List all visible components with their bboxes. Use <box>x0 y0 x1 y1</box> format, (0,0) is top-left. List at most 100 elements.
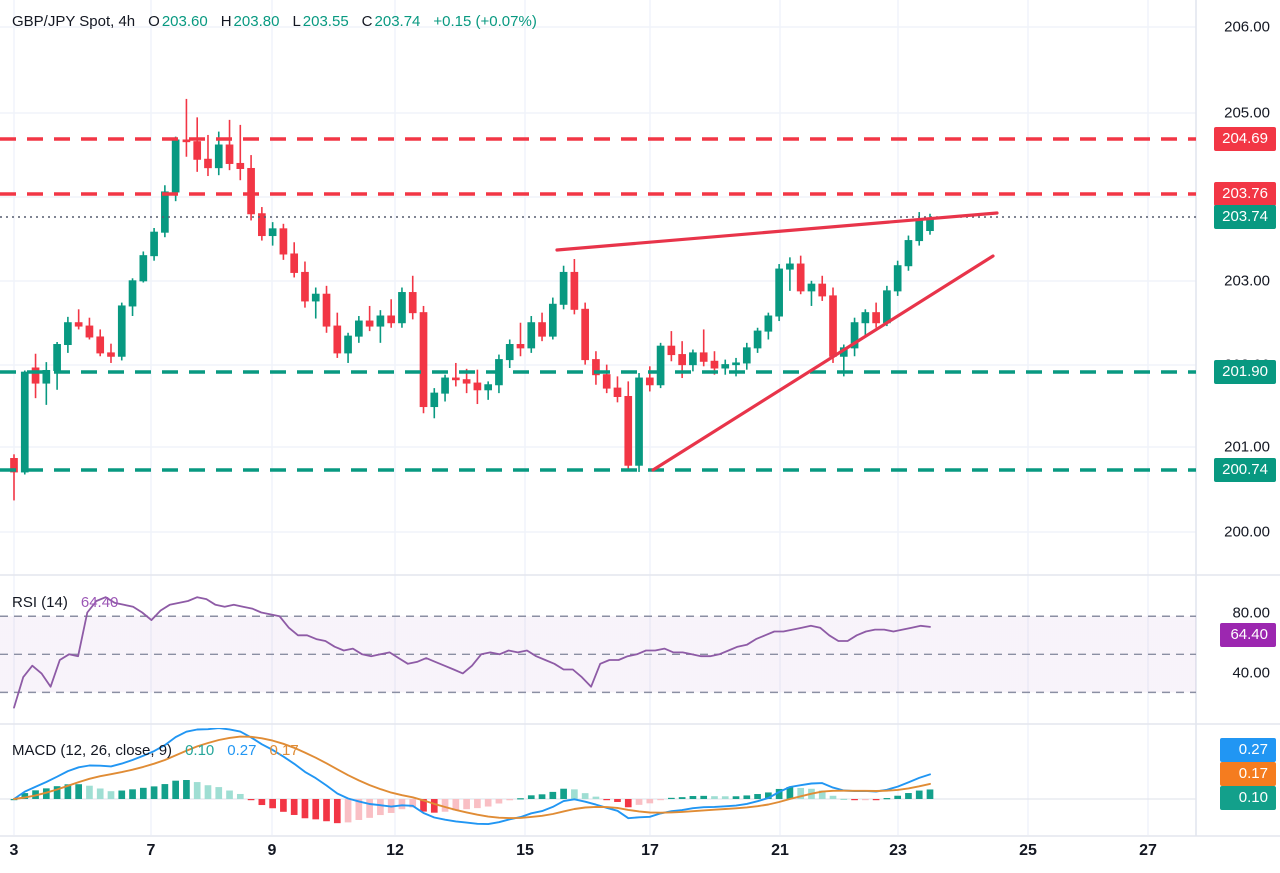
candle-body <box>74 322 83 327</box>
rsi-axis-tick: 40.00 <box>1232 664 1270 682</box>
macd-hist-bar <box>743 795 751 799</box>
lower-wedge-support[interactable] <box>651 254 995 472</box>
macd-hist-bar <box>775 788 783 799</box>
candle-body <box>624 395 633 466</box>
macd-hist-bar <box>96 788 104 799</box>
candle-body <box>85 325 94 338</box>
candle-body <box>290 253 299 273</box>
candle-body <box>322 293 331 327</box>
macd-hist-bar <box>172 780 179 799</box>
candle-body <box>419 312 428 408</box>
price-axis-badge[interactable]: 200.74 <box>1214 458 1276 482</box>
price-axis-badge[interactable]: 203.74 <box>1214 205 1276 229</box>
time-axis-tick: 15 <box>516 842 534 859</box>
candle-body <box>107 352 115 357</box>
candle-body <box>807 283 816 292</box>
macd-hist-bar <box>635 799 643 805</box>
candle-body <box>268 228 277 237</box>
macd-hist-bar <box>549 791 557 799</box>
macd-hist-bar <box>818 790 826 799</box>
macd-hist-bar <box>21 793 29 799</box>
candle-body <box>150 231 158 257</box>
macd-hist-bar <box>86 785 93 799</box>
candle-body <box>10 458 18 473</box>
price-level-lines[interactable] <box>0 137 1196 472</box>
macd-hist-bar <box>161 784 169 799</box>
candle-body <box>408 292 417 314</box>
macd-hist-bar <box>732 796 740 799</box>
candle-body <box>484 384 493 391</box>
time-axis-tick: 25 <box>1019 842 1037 859</box>
candle-body <box>538 322 546 337</box>
macd-hist-bar <box>258 799 266 806</box>
candlestick-series <box>10 98 934 501</box>
price-axis-badge[interactable]: 204.69 <box>1214 127 1276 151</box>
time-axis[interactable]: 3 7 9 12 15 17 21 23 25 27 <box>0 835 1280 873</box>
macd-hist-bar <box>183 780 190 799</box>
rsi-axis-tick: 80.00 <box>1232 604 1270 622</box>
macd-hist-bar <box>603 799 611 801</box>
candle-body <box>829 295 837 357</box>
macd-hist-bar <box>452 799 460 811</box>
macd-hist-bar <box>139 787 147 799</box>
candle-body <box>872 312 880 324</box>
price-axis-badge[interactable]: 203.76 <box>1214 182 1276 206</box>
rsi-band <box>0 616 1196 693</box>
macd-axis-badge[interactable]: 0.27 <box>1220 738 1276 762</box>
macd-hist-bar <box>64 784 72 799</box>
candle-body <box>581 308 589 361</box>
macd-hist-bar <box>355 799 363 820</box>
macd-hist-bar <box>786 786 794 799</box>
upper-wedge-resistance[interactable] <box>555 211 999 252</box>
macd-hist-bar <box>193 782 201 799</box>
macd-hist-bar <box>441 799 449 812</box>
candle-body <box>451 377 460 381</box>
macd-hist-bar <box>678 797 686 799</box>
macd-hist-bar <box>42 788 50 799</box>
macd-hist-bar <box>517 798 524 800</box>
macd-hist-bar <box>668 797 675 800</box>
rsi-axis-badge[interactable]: 64.40 <box>1220 623 1276 647</box>
candle-body <box>311 293 320 302</box>
time-axis-tick: 23 <box>889 842 907 859</box>
macd-hist-bar <box>344 799 352 823</box>
macd-hist-bar <box>290 799 298 815</box>
macd-hist-bar <box>312 799 320 820</box>
candle-body <box>861 312 870 324</box>
price-axis-tick: 206.00 <box>1224 18 1270 36</box>
candle-body <box>344 335 352 354</box>
candle-body <box>204 158 212 169</box>
macd-axis-badge[interactable]: 0.10 <box>1220 786 1276 810</box>
macd-hist-bar <box>215 787 223 799</box>
macd-hist-bar <box>560 788 567 799</box>
macd-hist-bar <box>700 795 708 799</box>
candle-body <box>398 292 406 324</box>
candle-body <box>301 271 309 302</box>
candle-body <box>333 325 342 354</box>
candle-body <box>645 377 654 386</box>
candle-body <box>656 345 665 386</box>
price-axis-badge[interactable]: 201.90 <box>1214 360 1276 384</box>
macd-hist-bar <box>624 799 632 808</box>
candle-body <box>915 219 924 242</box>
macd-hist-bar <box>280 799 287 812</box>
trendline-group[interactable] <box>555 211 999 472</box>
candle-body <box>635 377 643 466</box>
candle-body <box>182 139 191 143</box>
macd-hist-bar <box>872 799 880 801</box>
candle-body <box>96 336 105 354</box>
price-axis[interactable]: 206.00205.00203.00202.00201.00200.00204.… <box>1196 0 1280 873</box>
candle-body <box>678 354 686 366</box>
candle-body <box>53 344 61 372</box>
time-axis-tick: 9 <box>267 842 277 859</box>
candle-body <box>516 344 525 349</box>
macd-signal-line <box>13 735 931 820</box>
macd-hist-bar <box>581 793 589 799</box>
macd-axis-badge[interactable]: 0.17 <box>1220 762 1276 786</box>
macd-hist-bar <box>915 790 923 799</box>
horizontal-gridlines <box>0 26 1196 533</box>
candle-body <box>742 347 751 364</box>
candle-body <box>279 228 288 255</box>
